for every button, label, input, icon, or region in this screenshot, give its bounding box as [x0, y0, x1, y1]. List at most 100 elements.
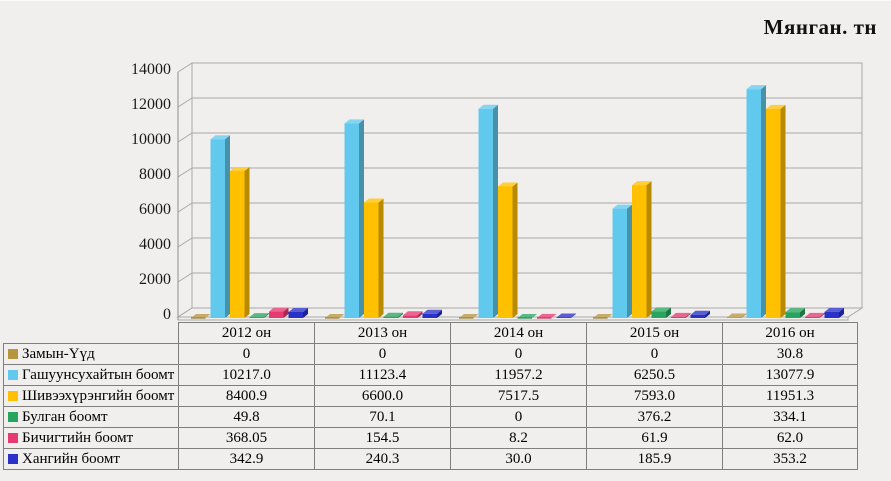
- bar-5-cat-2: [403, 311, 423, 318]
- bar-side-face: [437, 309, 442, 318]
- bar-5-cat-1: [269, 307, 289, 318]
- bar-front-face: [671, 316, 686, 318]
- table-header-row: 2012 он 2013 он 2014 он 2015 он 2016 он: [4, 322, 858, 344]
- bar-front-face: [383, 316, 398, 318]
- bar-1-cat-5: [727, 313, 747, 318]
- series-label-cell: Бичигтийн боомт: [3, 427, 179, 449]
- bar-front-face: [727, 317, 742, 318]
- legend-swatch-icon: [8, 348, 18, 359]
- bar-5-cat-5: [805, 312, 825, 318]
- bar-top-face: [191, 314, 211, 318]
- bar-6-cat-1: [288, 307, 308, 318]
- y-axis-tick-label: 6000: [139, 201, 171, 218]
- bar-4-cat-4: [651, 307, 671, 318]
- bar-top-face: [403, 311, 423, 316]
- value-cell: 11123.4: [314, 364, 451, 386]
- series-name: Бичигтийн боомт: [22, 429, 134, 446]
- bar-front-face: [690, 314, 705, 318]
- bar-side-face: [225, 135, 230, 318]
- bar-front-face: [364, 202, 379, 318]
- bar-4-cat-1: [249, 313, 269, 318]
- bar-side-face: [244, 166, 250, 318]
- bar-top-face: [746, 85, 766, 90]
- series-label-cell: Хангийн боомт: [3, 448, 179, 470]
- bar-side-face: [378, 198, 384, 318]
- series-name: Гашуунсухайтын боомт: [22, 366, 175, 383]
- data-table: 2012 он 2013 он 2014 он 2015 он 2016 он Замын…: [3, 322, 858, 470]
- bar-side-face: [264, 313, 269, 318]
- bar-front-face: [651, 311, 666, 318]
- bar-top-face: [383, 312, 403, 317]
- bar-front-face: [403, 315, 418, 318]
- legend-swatch-icon: [8, 390, 18, 401]
- bar-top-face: [269, 307, 289, 312]
- value-cell: 49.8: [178, 406, 315, 428]
- y-axis-tick-label: 8000: [139, 166, 171, 183]
- legend-swatch-icon: [8, 432, 18, 443]
- value-cell: 62.0: [722, 427, 858, 449]
- series-label-cell: Замын-Үүд: [3, 343, 179, 365]
- bar-4-cat-5: [785, 308, 805, 318]
- value-cell: 0: [450, 343, 587, 365]
- bar-chart-3d: 0 2000 4000 6000 8000 10000 12000 14000: [131, 61, 864, 323]
- bar-side-face: [741, 313, 747, 318]
- bar-3-cat-3: [498, 182, 518, 318]
- bar-5-cat-4: [671, 312, 691, 318]
- y-axis-tick-label: 2000: [139, 271, 171, 288]
- table-row: Шивээхүрэнгийн боомт 8400.9 6600.0 7517.5 75…: [3, 385, 858, 407]
- bar-front-face: [230, 170, 245, 318]
- bar-top-face: [478, 104, 498, 109]
- value-cell: 6250.5: [586, 364, 723, 386]
- bar-6-cat-5: [824, 307, 844, 318]
- gridline-depth-tick: [177, 272, 193, 283]
- value-cell: 240.3: [314, 448, 451, 470]
- value-cell: 70.1: [314, 406, 451, 428]
- legend-swatch-icon: [8, 453, 18, 464]
- bar-top-face: [230, 166, 250, 171]
- bar-side-face: [283, 307, 289, 318]
- bar-side-face: [512, 182, 518, 318]
- bar-front-face: [422, 313, 437, 318]
- bar-6-cat-2: [422, 309, 442, 318]
- bar-6-cat-4: [690, 310, 710, 318]
- bar-front-face: [498, 186, 513, 318]
- bar-front-face: [805, 316, 820, 318]
- bar-front-face: [632, 185, 647, 318]
- bar-top-face: [537, 313, 557, 318]
- bar-top-face: [459, 314, 479, 318]
- bar-3-cat-4: [632, 181, 652, 318]
- bar-top-face: [249, 313, 269, 318]
- bar-top-face: [727, 313, 747, 318]
- bar-top-face: [805, 312, 825, 317]
- table-corner-cell: [4, 323, 179, 344]
- value-cell: 353.2: [722, 448, 858, 470]
- value-cell: 8.2: [450, 427, 587, 449]
- bar-front-face: [746, 89, 761, 318]
- table-row: Гашуунсухайтын боомт 10217.0 11123.4 11957.…: [3, 364, 858, 386]
- y-axis-tick-label: 0: [163, 306, 171, 323]
- bar-front-face: [478, 108, 493, 319]
- gridline-depth-tick: [177, 62, 193, 73]
- series-name: Булган боомт: [22, 408, 108, 425]
- bar-side-face: [761, 85, 766, 318]
- bar-top-face: [671, 312, 691, 317]
- bar-top-face: [364, 198, 384, 203]
- bar-side-face: [303, 307, 308, 318]
- bar-top-face: [612, 204, 632, 209]
- bar-top-face: [325, 314, 345, 318]
- bar-top-face: [766, 104, 786, 109]
- bar-side-face: [359, 119, 364, 318]
- bar-front-face: [344, 123, 359, 318]
- bar-front-face: [556, 317, 571, 318]
- bar-side-face: [800, 308, 805, 318]
- gridline-depth-tick: [177, 237, 193, 248]
- series-label-cell: Гашуунсухайтын боомт: [3, 364, 179, 386]
- legend-swatch-icon: [8, 369, 18, 380]
- bar-side-face: [417, 311, 423, 318]
- bar-side-face: [685, 312, 691, 318]
- y-axis-tick-label: 14000: [131, 61, 171, 78]
- bar-top-face: [785, 308, 805, 313]
- bar-side-face: [493, 104, 498, 319]
- value-cell: 11957.2: [450, 364, 587, 386]
- bar-top-face: [651, 307, 671, 312]
